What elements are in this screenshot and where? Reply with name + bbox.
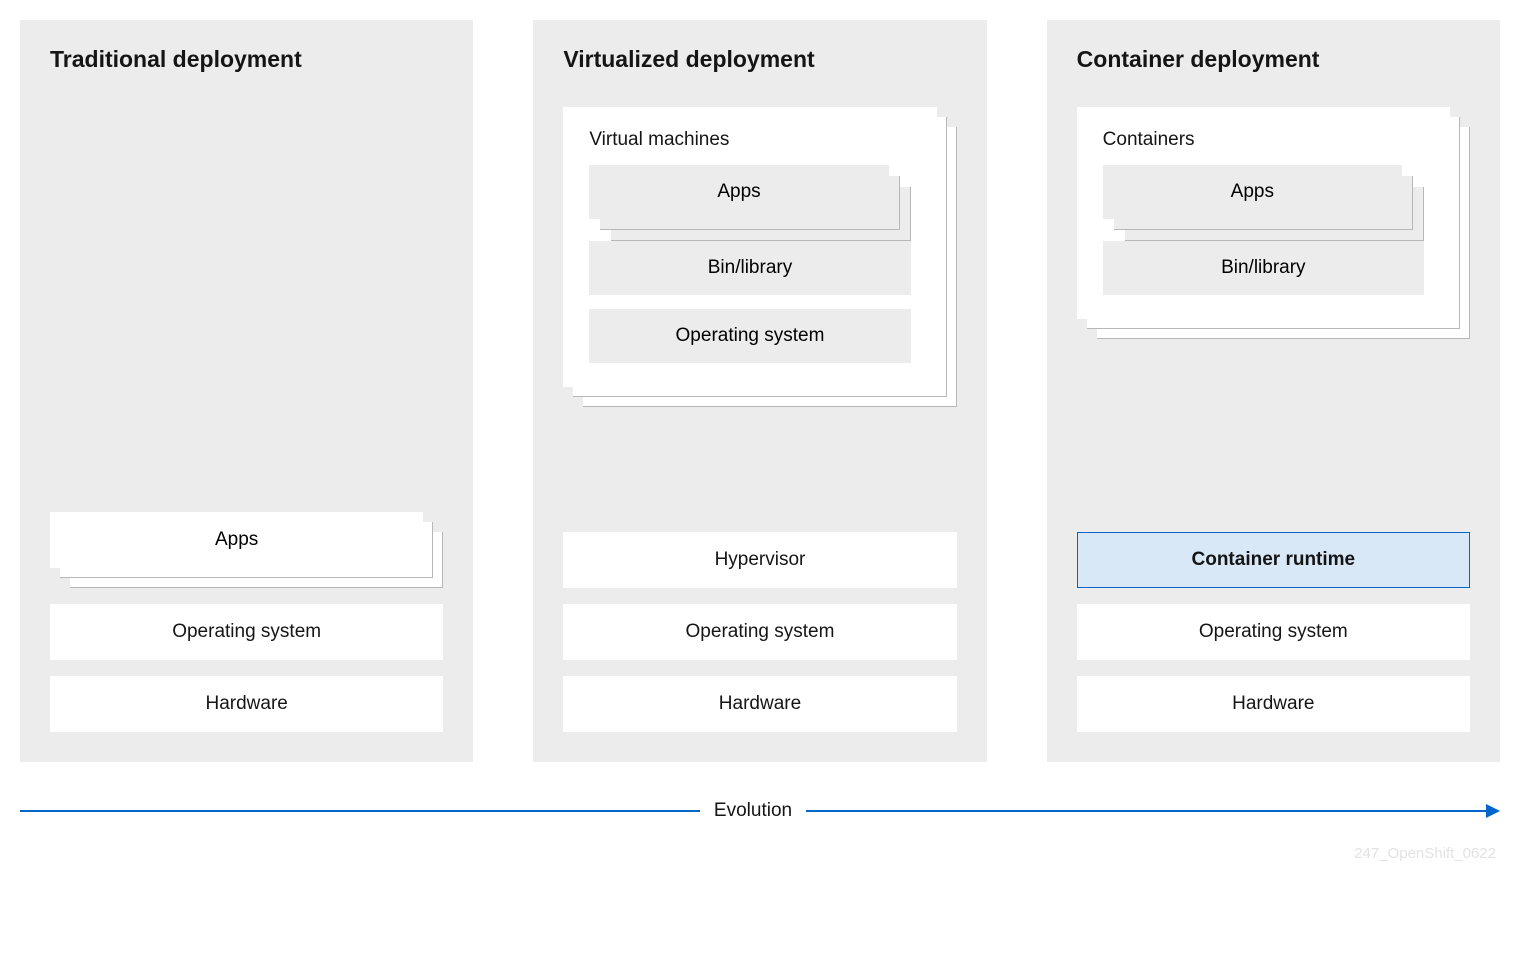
layer-hypervisor: Hypervisor: [563, 532, 956, 588]
inner-apps-stack: Apps: [589, 165, 888, 219]
spacer: [563, 407, 956, 516]
column-traditional: Traditional deployment Apps Operating sy…: [20, 20, 473, 762]
card-title: Virtual machines: [589, 129, 910, 151]
column-title: Virtualized deployment: [563, 46, 956, 73]
vm-card: Virtual machines Apps Bin/library Operat…: [563, 107, 936, 387]
layer-os: Operating system: [50, 604, 443, 660]
diagram-columns: Traditional deployment Apps Operating sy…: [20, 20, 1500, 762]
layer-binlib: Bin/library: [589, 241, 910, 295]
layer-guest-os: Operating system: [589, 309, 910, 363]
vm-card-stack: Virtual machines Apps Bin/library Operat…: [563, 107, 936, 387]
apps-layer: Apps: [1103, 165, 1402, 219]
arrow-head-icon: [1486, 804, 1500, 818]
apps-layer: Apps: [50, 512, 423, 568]
spacer: [1077, 339, 1470, 516]
column-title: Traditional deployment: [50, 46, 443, 73]
container-card: Containers Apps Bin/library: [1077, 107, 1450, 319]
apps-layer: Apps: [589, 165, 888, 219]
layer-container-runtime: Container runtime: [1077, 532, 1470, 588]
watermark: 247_OpenShift_0622: [1354, 845, 1496, 862]
layer-hardware: Hardware: [563, 676, 956, 732]
card-title: Containers: [1103, 129, 1424, 151]
column-virtualized: Virtualized deployment Virtual machines …: [533, 20, 986, 762]
inner-apps-stack: Apps: [1103, 165, 1402, 219]
arrow-label: Evolution: [700, 800, 806, 822]
arrow-line: [20, 810, 700, 812]
column-container: Container deployment Containers Apps Bin…: [1047, 20, 1500, 762]
column-title: Container deployment: [1077, 46, 1470, 73]
layer-binlib: Bin/library: [1103, 241, 1424, 295]
arrow-line: [806, 810, 1486, 812]
container-card-stack: Containers Apps Bin/library: [1077, 107, 1450, 319]
evolution-arrow: Evolution: [20, 800, 1500, 822]
layer-os: Operating system: [563, 604, 956, 660]
spacer: [50, 91, 443, 496]
layer-os: Operating system: [1077, 604, 1470, 660]
layer-hardware: Hardware: [50, 676, 443, 732]
apps-stack: Apps: [50, 512, 423, 568]
layer-hardware: Hardware: [1077, 676, 1470, 732]
